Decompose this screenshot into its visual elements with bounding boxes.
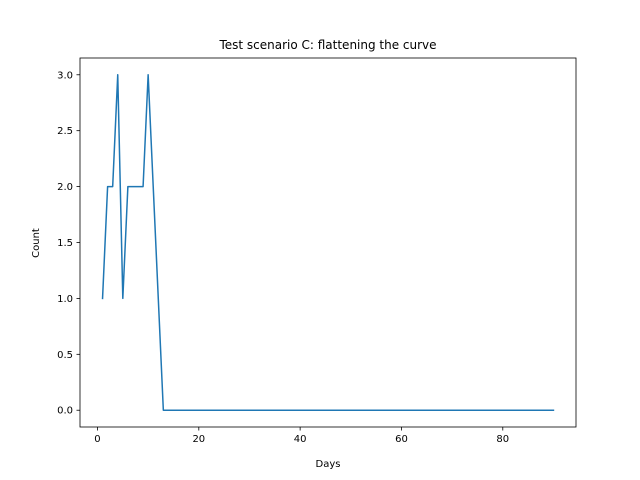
x-tick-label: 60 bbox=[395, 434, 408, 445]
y-tick-label: 3.0 bbox=[57, 70, 73, 81]
y-tick-label: 0.5 bbox=[57, 350, 73, 361]
y-tick-label: 1.0 bbox=[57, 294, 73, 305]
y-tick-label: 1.5 bbox=[57, 238, 73, 249]
y-axis-label: Count bbox=[31, 228, 42, 258]
plot-area: 0 20 40 60 80 0.0 0.5 1.0 1.5 2.0 2.5 3.0 bbox=[57, 57, 577, 445]
series-line-0 bbox=[101, 74, 555, 411]
x-tick-label: 80 bbox=[496, 434, 509, 445]
x-axis-label: Days bbox=[316, 459, 341, 470]
x-tick-label: 40 bbox=[294, 434, 307, 445]
x-tick-label: 0 bbox=[94, 434, 100, 445]
y-tick-label: 2.0 bbox=[57, 182, 73, 193]
y-tick-label: 2.5 bbox=[57, 126, 73, 137]
chart-title: Test scenario C: flattening the curve bbox=[218, 38, 436, 52]
y-tick-label: 0.0 bbox=[57, 406, 73, 417]
x-tick-label: 20 bbox=[192, 434, 205, 445]
